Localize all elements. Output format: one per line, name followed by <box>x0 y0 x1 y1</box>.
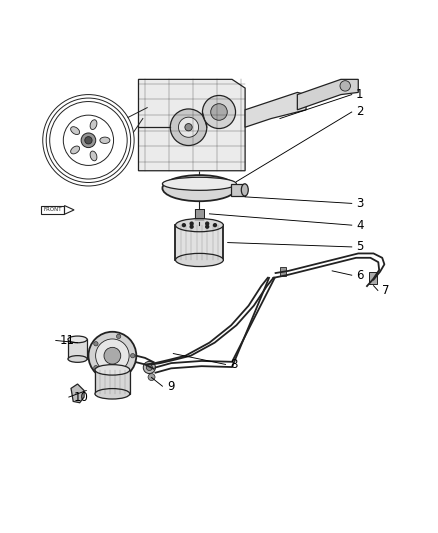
Text: 3: 3 <box>356 197 364 210</box>
Text: FRONT: FRONT <box>43 207 62 213</box>
Circle shape <box>64 115 113 165</box>
Circle shape <box>190 221 194 226</box>
Text: 4: 4 <box>356 219 364 232</box>
Circle shape <box>94 366 98 370</box>
Circle shape <box>85 136 92 144</box>
Circle shape <box>117 373 121 377</box>
Bar <box>280 266 286 276</box>
Bar <box>68 340 87 359</box>
Circle shape <box>104 348 121 364</box>
Polygon shape <box>138 79 245 171</box>
Bar <box>195 208 204 222</box>
Ellipse shape <box>68 336 87 343</box>
Circle shape <box>94 342 98 346</box>
Circle shape <box>81 133 96 148</box>
Ellipse shape <box>90 151 97 161</box>
Circle shape <box>148 374 155 381</box>
Text: 6: 6 <box>356 269 364 282</box>
Text: 8: 8 <box>230 358 237 371</box>
Text: 9: 9 <box>167 379 174 393</box>
Circle shape <box>205 224 209 229</box>
Text: 2: 2 <box>356 106 364 118</box>
Circle shape <box>211 104 227 120</box>
Text: 7: 7 <box>382 284 390 297</box>
Ellipse shape <box>241 184 248 196</box>
Polygon shape <box>71 384 84 403</box>
Circle shape <box>205 221 209 226</box>
Ellipse shape <box>90 120 97 130</box>
Ellipse shape <box>71 127 80 134</box>
Bar <box>41 206 64 214</box>
Bar <box>231 184 245 196</box>
Bar <box>369 272 377 284</box>
Circle shape <box>213 223 217 228</box>
Circle shape <box>131 353 135 358</box>
Polygon shape <box>245 92 306 127</box>
Text: 1: 1 <box>356 88 364 101</box>
Bar <box>176 225 223 260</box>
Ellipse shape <box>176 253 223 266</box>
Circle shape <box>117 334 121 338</box>
Circle shape <box>178 117 198 138</box>
Bar <box>195 208 204 222</box>
Ellipse shape <box>68 356 87 362</box>
Circle shape <box>95 339 129 373</box>
Ellipse shape <box>162 175 237 201</box>
Circle shape <box>182 223 186 228</box>
Ellipse shape <box>176 219 223 232</box>
Ellipse shape <box>95 365 130 375</box>
Circle shape <box>88 332 136 379</box>
Circle shape <box>190 224 194 229</box>
Polygon shape <box>297 79 358 110</box>
Ellipse shape <box>162 177 237 190</box>
Circle shape <box>185 124 192 131</box>
Ellipse shape <box>71 146 80 154</box>
Circle shape <box>143 361 155 374</box>
Text: 10: 10 <box>73 391 88 403</box>
Circle shape <box>170 109 207 146</box>
Ellipse shape <box>100 137 110 143</box>
Circle shape <box>202 95 236 128</box>
Circle shape <box>146 365 152 370</box>
Bar <box>95 370 130 394</box>
Text: 5: 5 <box>356 240 364 253</box>
Ellipse shape <box>95 389 130 399</box>
Circle shape <box>340 80 350 91</box>
Text: 11: 11 <box>60 334 75 347</box>
